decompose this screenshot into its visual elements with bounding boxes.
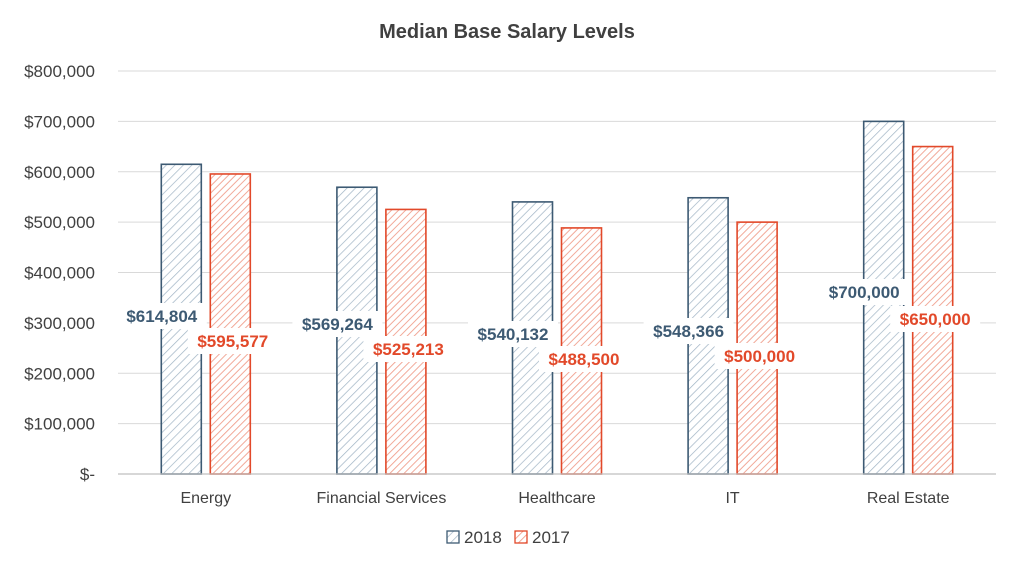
y-tick-label: $100,000 [24,415,95,434]
y-tick-label: $200,000 [24,364,95,383]
x-tick-label: Financial Services [316,490,446,507]
data-label-bg [539,346,629,372]
y-tick-label: $400,000 [24,264,95,283]
data-label-2017: $595,577 [197,332,268,351]
data-label-bg [468,321,558,347]
data-label-2018: $700,000 [829,283,900,302]
legend-swatch-2017 [514,530,528,544]
data-label-2018: $614,804 [126,307,197,326]
x-axis: Energy Financial Services Healthcare IT Real… [118,473,996,507]
legend-label-2018: 2018 [464,528,502,547]
data-label-2018: $548,366 [653,322,724,341]
data-label-2017: $650,000 [900,310,971,329]
y-tick-label: $800,000 [24,62,95,81]
y-tick-label: $500,000 [24,213,95,232]
legend-label-2017: 2017 [532,528,570,547]
chart-title: Median Base Salary Levels [379,21,635,43]
gridlines [118,70,996,475]
data-label-2018: $569,264 [302,315,373,334]
x-tick-label: Energy [180,490,231,507]
data-label-bg [363,336,454,362]
data-label-bg [292,311,383,337]
data-label-bg [819,279,910,305]
bar-2017 [209,173,252,475]
data-label-2017: $500,000 [724,347,795,366]
y-axis: $- $100,000 $200,000 $300,000 $400,000 $500,0… [24,62,95,484]
data-labels: $614,804$595,577 $569,264$525,213 $540,132… [116,279,981,372]
data-label-bg [643,318,734,344]
data-label-bg [187,328,278,354]
data-label-bg [116,303,207,329]
x-tick-label: Healthcare [518,490,595,507]
legend-swatch-2018 [446,530,460,544]
legend: 2018 2017 [446,528,570,547]
y-tick-label: $300,000 [24,314,95,333]
data-label-2017: $525,213 [373,340,444,359]
y-tick-label: $600,000 [24,163,95,182]
data-label-bg [890,306,981,332]
y-tick-label: $- [80,465,95,484]
data-label-2017: $488,500 [549,350,620,369]
x-tick-label: IT [725,490,739,507]
y-tick-label: $700,000 [24,112,95,131]
data-label-bg [714,343,805,369]
x-tick-label: Real Estate [867,490,950,507]
data-label-2018: $540,132 [478,325,549,344]
